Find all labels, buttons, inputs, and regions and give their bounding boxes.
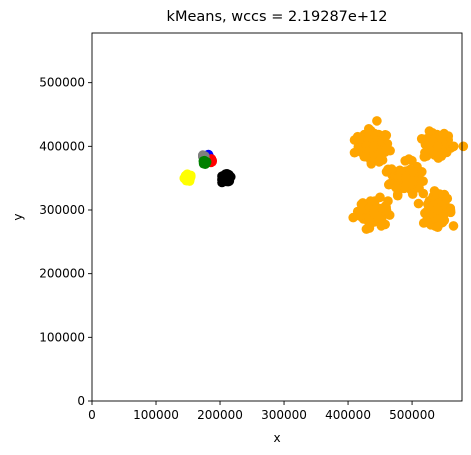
scatter-point bbox=[448, 221, 459, 231]
x-tick-label: 0 bbox=[88, 408, 96, 422]
scatter-point bbox=[199, 157, 210, 167]
scatter-point bbox=[418, 188, 429, 199]
scatter-point bbox=[372, 116, 382, 126]
scatter-point bbox=[448, 141, 459, 152]
scatter-point bbox=[183, 173, 193, 183]
axes-layer: 0 100000 200000 300000 400000 500000 0 100000 20… bbox=[39, 32, 463, 422]
scatter-point bbox=[416, 176, 427, 187]
scatter-point bbox=[432, 222, 443, 232]
x-tick-label: 200000 bbox=[197, 408, 243, 422]
y-axis-label: y bbox=[11, 213, 25, 220]
scatter-point bbox=[381, 144, 392, 155]
plot-area bbox=[92, 33, 462, 401]
scatter-point bbox=[368, 208, 379, 218]
scatter-point bbox=[404, 154, 414, 164]
scatter-point bbox=[416, 134, 427, 144]
y-tick-label: 0 bbox=[77, 394, 85, 408]
scatter-point bbox=[349, 147, 360, 158]
scatter-point bbox=[424, 126, 435, 136]
scatter-point bbox=[221, 173, 232, 183]
scatter-point bbox=[381, 205, 392, 215]
scatter-point bbox=[400, 173, 411, 183]
scatter-point bbox=[417, 167, 427, 177]
scatter-point bbox=[420, 208, 430, 218]
y-tick-label: 100000 bbox=[39, 330, 85, 344]
scatter-point bbox=[349, 135, 360, 145]
y-tick-label: 400000 bbox=[39, 139, 85, 153]
scatter-point bbox=[432, 141, 443, 152]
scatter-point bbox=[420, 147, 430, 158]
scatter-point bbox=[361, 224, 372, 234]
scatter-point bbox=[392, 190, 403, 201]
scatter-point bbox=[413, 198, 424, 209]
scatter-point bbox=[445, 205, 456, 215]
scatter-point bbox=[376, 221, 387, 231]
points-layer bbox=[179, 116, 469, 234]
x-tick-label: 300000 bbox=[261, 408, 307, 422]
y-tick-label: 300000 bbox=[39, 203, 85, 217]
scatter-point bbox=[429, 186, 440, 196]
x-tick-label: 500000 bbox=[389, 408, 435, 422]
scatter-point bbox=[375, 192, 385, 203]
axes-frame bbox=[91, 32, 463, 402]
y-tick-label: 500000 bbox=[39, 76, 85, 90]
scatter-point bbox=[432, 205, 443, 215]
x-tick-label: 400000 bbox=[325, 408, 371, 422]
scatter-point bbox=[442, 193, 453, 204]
scatter-point bbox=[348, 212, 359, 223]
scatter-point bbox=[356, 205, 366, 215]
chart-title: kMeans, wccs = 2.19287e+12 bbox=[167, 9, 388, 25]
scatter-point bbox=[391, 182, 401, 193]
scatter-point bbox=[381, 167, 392, 177]
x-tick-label: 100000 bbox=[133, 408, 179, 422]
scatter-point bbox=[458, 141, 469, 152]
scatter-point bbox=[368, 141, 379, 152]
x-axis-label: x bbox=[273, 431, 280, 445]
y-tick-label: 200000 bbox=[39, 267, 85, 281]
scatter-point bbox=[439, 128, 449, 139]
